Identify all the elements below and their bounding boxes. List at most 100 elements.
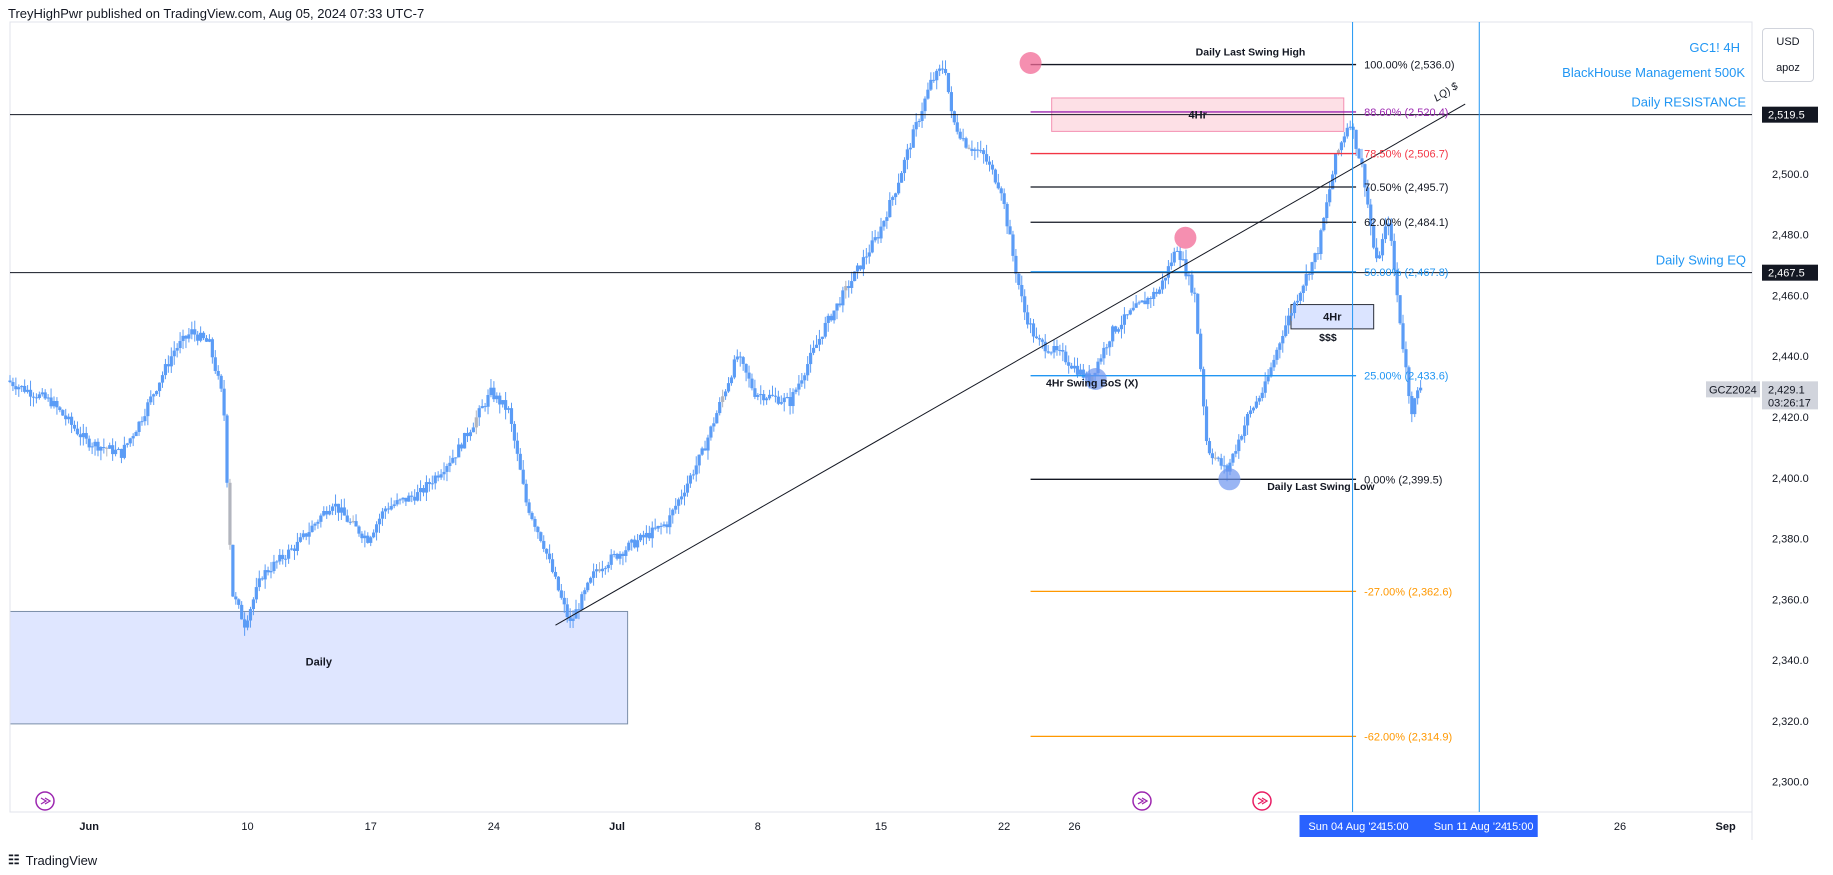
candle-body-392 (1158, 289, 1162, 294)
fib-label-8: -27.00% (2,362.6) (1364, 586, 1452, 598)
candle-body-237 (703, 448, 707, 451)
candle-body-479 (1413, 398, 1417, 415)
candle-body-105 (316, 521, 320, 524)
candle-body-335 (990, 164, 995, 170)
time-range-highlight (1299, 815, 1538, 837)
candle-body-175 (521, 469, 525, 484)
currency-label[interactable]: USD (1776, 36, 1800, 48)
candle-body-457 (1348, 126, 1352, 128)
candle-body-24 (78, 434, 82, 438)
candle-body-253 (750, 378, 754, 389)
candle-body-41 (128, 438, 132, 444)
candle-body-49 (152, 394, 156, 397)
candle-body-227 (674, 505, 678, 510)
candle-body-303 (896, 182, 901, 194)
candle-body-100 (301, 533, 305, 538)
candle-body-142 (424, 482, 429, 493)
candle-body-452 (1333, 153, 1338, 175)
candle-body-83 (251, 599, 256, 610)
candle-body-182 (542, 540, 546, 549)
candle-body-250 (741, 357, 745, 364)
candle-body-225 (668, 515, 672, 528)
candle-body-414 (1222, 465, 1226, 467)
candle-body-373 (1102, 347, 1106, 359)
candle-body-273 (809, 352, 813, 365)
candle-body-52 (160, 375, 165, 383)
trendline (555, 103, 1466, 626)
swing-marker-blue-2 (1084, 368, 1107, 391)
candle-body-467 (1377, 255, 1382, 259)
candle-body-202 (600, 568, 604, 572)
footer: ☷ TradingView (8, 852, 97, 868)
candle-body-50 (155, 391, 159, 395)
candle-body-221 (656, 525, 660, 529)
candle-body-445 (1313, 253, 1317, 263)
time-range-label-2: Sun 11 Aug '24 (1434, 821, 1507, 833)
candle-body-426 (1257, 398, 1261, 402)
candle-body-317 (938, 68, 942, 71)
candle-body-101 (304, 533, 308, 537)
candle-body-270 (800, 380, 804, 384)
candle-body-229 (679, 496, 684, 500)
candle-body-39 (122, 444, 126, 458)
annotation-4: LQ) $ (1432, 80, 1461, 104)
candle-body-454 (1339, 142, 1344, 151)
candle-body-238 (706, 437, 710, 451)
candle-body-197 (586, 582, 590, 591)
candle-body-205 (609, 554, 613, 565)
y-tick-label-0: 2,500.0 (1772, 169, 1809, 181)
candle-body-302 (894, 193, 898, 198)
candle-body-220 (653, 527, 657, 529)
candles-layer (8, 60, 1423, 636)
candle-body-191 (568, 617, 572, 621)
currency-scale-box[interactable]: USD apoz (1762, 28, 1814, 82)
candle-body-320 (946, 72, 951, 93)
candle-body-86 (260, 578, 264, 580)
candle-body-249 (738, 356, 742, 358)
candle-body-442 (1304, 273, 1308, 286)
candle-body-73 (222, 388, 226, 416)
candle-body-92 (278, 554, 282, 562)
candle-body-471 (1389, 223, 1393, 241)
candle-body-356 (1052, 346, 1056, 353)
candle-body-287 (850, 281, 854, 288)
swing-marker-pink-0 (1019, 52, 1042, 75)
y-tick-label-2: 2,460.0 (1772, 290, 1809, 302)
candle-body-162 (483, 406, 487, 408)
candle-body-26 (84, 433, 88, 439)
candle-body-183 (545, 548, 549, 554)
candle-body-121 (363, 535, 367, 539)
candle-body-476 (1404, 349, 1408, 368)
candle-body-203 (603, 568, 607, 570)
candle-body-89 (269, 571, 273, 573)
candle-body-359 (1061, 350, 1065, 352)
candle-body-465 (1372, 226, 1376, 248)
candle-body-16 (55, 401, 59, 408)
candle-body-411 (1213, 457, 1217, 459)
candle-body-48 (149, 396, 153, 403)
candle-body-190 (565, 604, 569, 618)
y-tick-label-3: 2,440.0 (1772, 351, 1809, 363)
scale-mode-label[interactable]: apoz (1776, 62, 1800, 74)
candle-body-397 (1172, 251, 1176, 263)
candle-body-437 (1289, 313, 1294, 316)
candle-body-1 (11, 382, 15, 387)
candle-body-181 (539, 532, 543, 541)
candle-body-260 (770, 394, 775, 396)
candle-body-70 (213, 357, 217, 371)
candle-body-374 (1105, 347, 1109, 349)
candle-body-230 (682, 492, 687, 497)
candle-body-206 (612, 553, 616, 555)
candle-body-342 (1011, 234, 1015, 256)
candle-body-293 (867, 252, 871, 257)
candle-body-198 (589, 577, 593, 583)
candle-body-290 (858, 265, 863, 270)
candle-body-224 (665, 524, 669, 528)
candle-body-464 (1369, 204, 1373, 227)
annotation-0: Daily Last Swing High (1196, 46, 1306, 58)
candle-body-449 (1325, 202, 1329, 218)
candle-body-91 (275, 561, 279, 563)
candle-body-99 (298, 537, 302, 542)
candle-body-481 (1419, 387, 1423, 391)
